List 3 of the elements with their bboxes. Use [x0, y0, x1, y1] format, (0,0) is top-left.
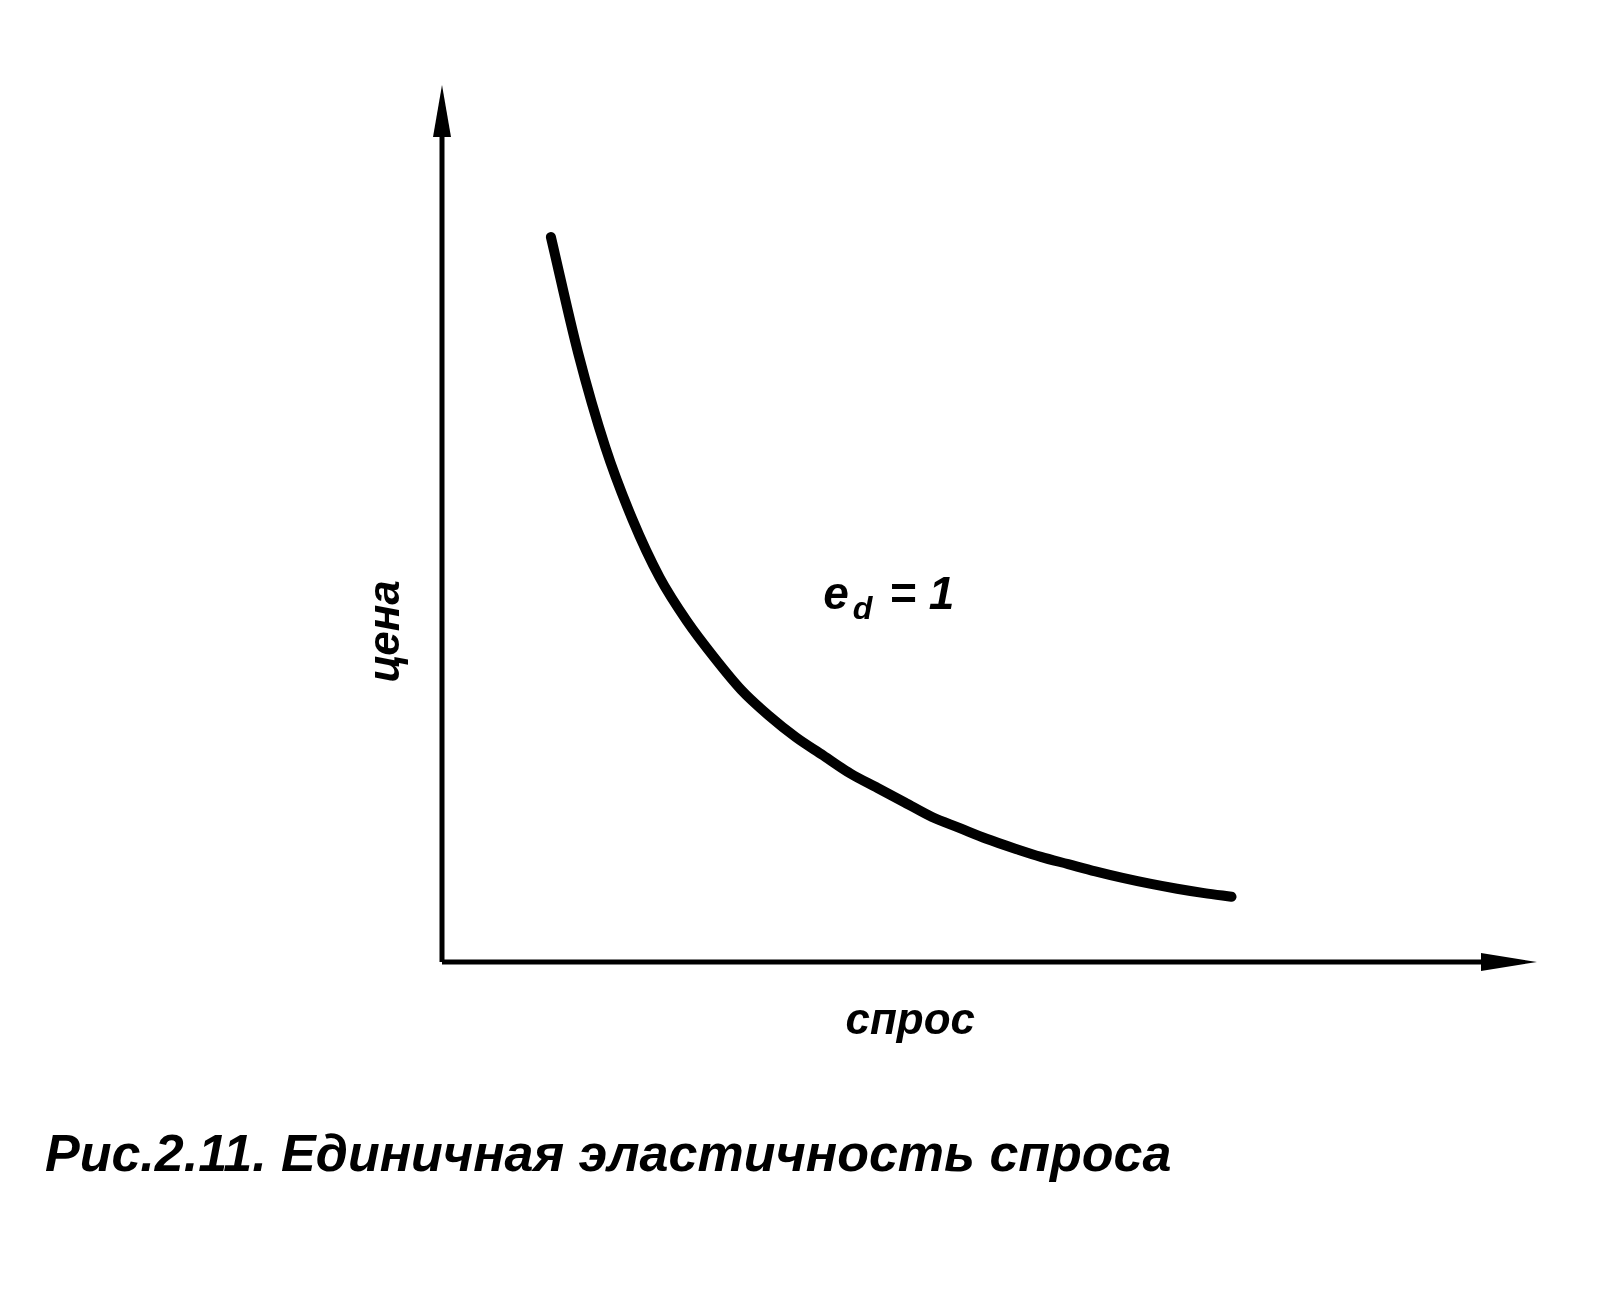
x-axis-title: спрос: [845, 994, 976, 1044]
text: Рис.2.11. Единичная эластичность спроса: [45, 1124, 1172, 1183]
y-axis-title: цена: [359, 580, 409, 683]
